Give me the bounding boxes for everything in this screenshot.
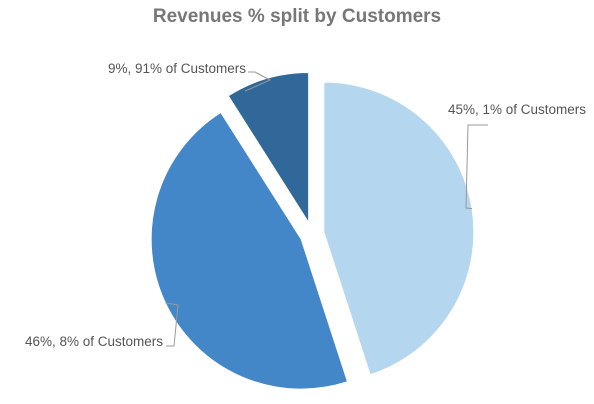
slice-label-1: 46%, 8% of Customers: [25, 334, 163, 349]
slice-label-0: 45%, 1% of Customers: [448, 102, 586, 117]
chart-title: Revenues % split by Customers: [152, 6, 442, 27]
leader-line-2: [244, 71, 272, 92]
pie-slice-0: [323, 81, 475, 376]
pie-slice-1: [150, 111, 349, 390]
slice-label-2: 9%, 91% of Customers: [108, 61, 246, 76]
leader-line-0: [465, 124, 488, 210]
leader-line-1: [165, 302, 179, 347]
